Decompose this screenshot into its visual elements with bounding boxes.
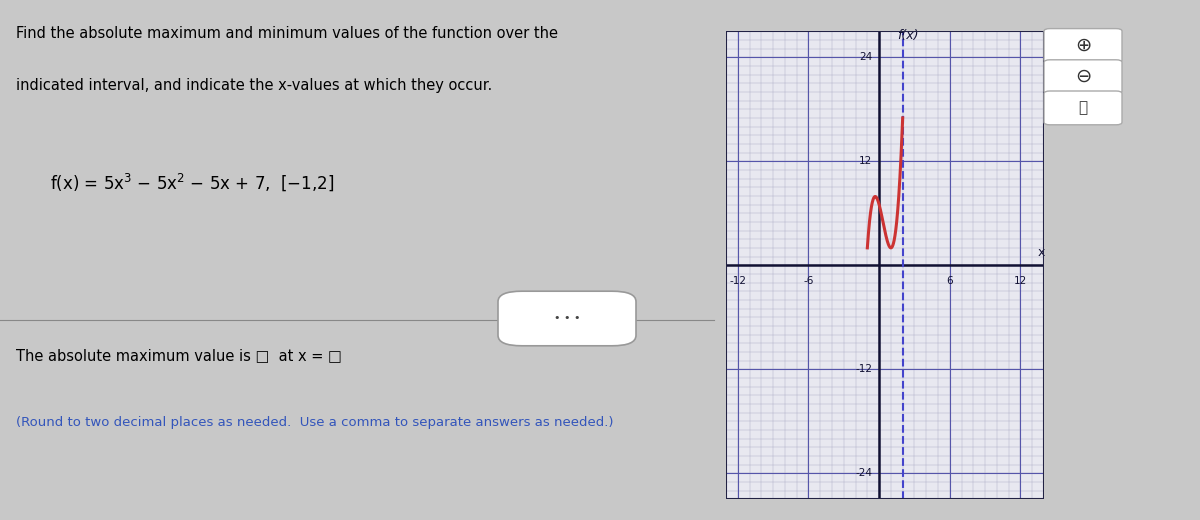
Text: -24: -24: [856, 468, 872, 478]
Text: ⊕: ⊕: [1075, 36, 1091, 55]
Text: 12: 12: [1014, 276, 1027, 285]
Text: 12: 12: [859, 156, 872, 166]
Text: f(x) = 5x$^3$ $-$ 5x$^2$ $-$ 5x + 7,  [$-$1,2]: f(x) = 5x$^3$ $-$ 5x$^2$ $-$ 5x + 7, [$-…: [50, 172, 335, 193]
Text: 24: 24: [859, 52, 872, 62]
Text: x: x: [1038, 245, 1045, 258]
Text: The absolute maximum value is □  at x = □: The absolute maximum value is □ at x = □: [16, 348, 342, 363]
Text: 6: 6: [947, 276, 953, 285]
Text: -12: -12: [856, 364, 872, 374]
Text: • • •: • • •: [553, 313, 581, 323]
Text: (Round to two decimal places as needed.  Use a comma to separate answers as need: (Round to two decimal places as needed. …: [16, 416, 613, 429]
Text: Find the absolute maximum and minimum values of the function over the: Find the absolute maximum and minimum va…: [16, 26, 558, 41]
Text: -6: -6: [803, 276, 814, 285]
Text: ⧉: ⧉: [1079, 100, 1087, 115]
Text: -12: -12: [730, 276, 746, 285]
Text: f(x): f(x): [896, 29, 918, 42]
Text: indicated interval, and indicate the x-values at which they occur.: indicated interval, and indicate the x-v…: [16, 78, 492, 93]
Text: ⊖: ⊖: [1075, 67, 1091, 86]
